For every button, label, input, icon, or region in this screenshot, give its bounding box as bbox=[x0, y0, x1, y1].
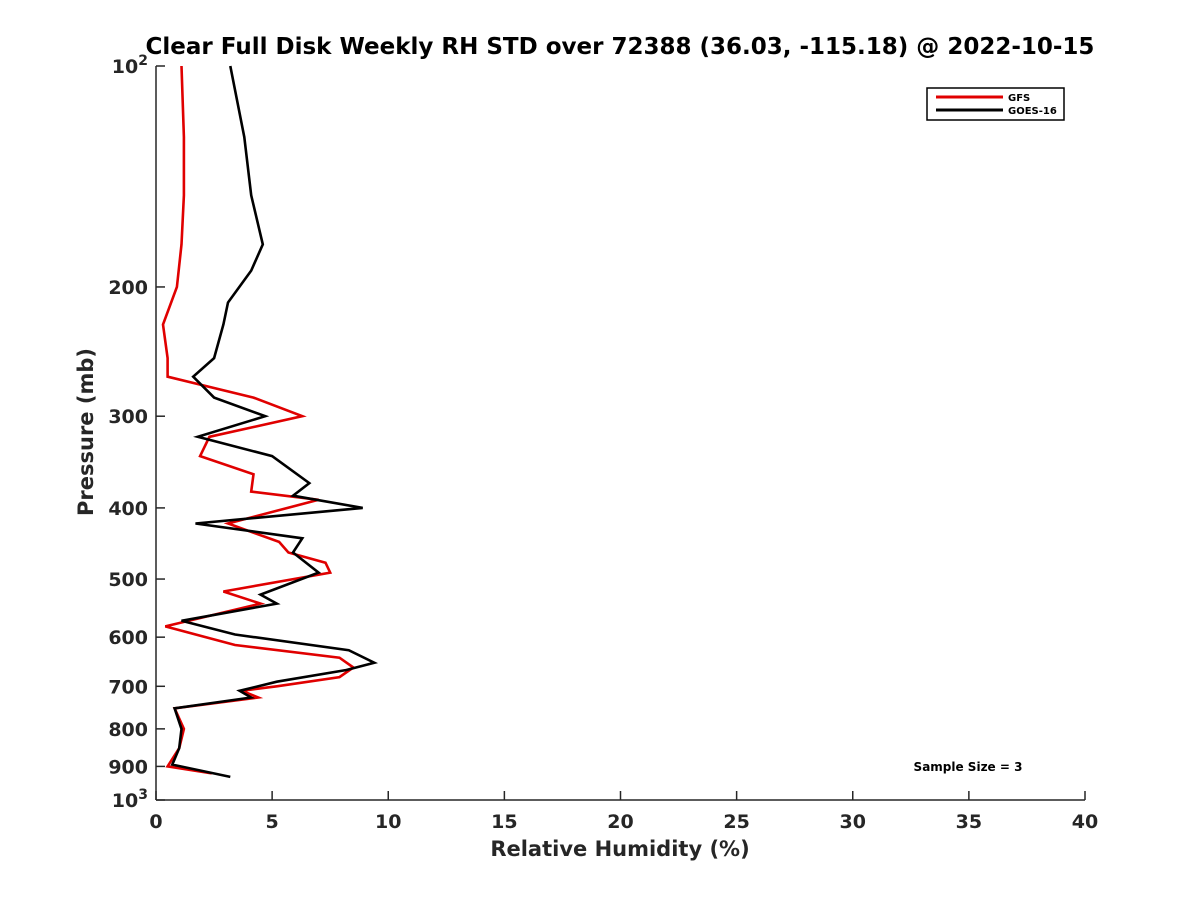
legend-label-goes16: GOES-16 bbox=[1008, 106, 1057, 117]
legend: GFS GOES-16 bbox=[926, 87, 1065, 121]
legend-label-gfs: GFS bbox=[1008, 93, 1030, 104]
legend-box bbox=[926, 87, 1065, 121]
y-tick-label: 300 bbox=[108, 406, 148, 428]
chart-title: Clear Full Disk Weekly RH STD over 72388… bbox=[146, 34, 1095, 60]
x-tick-label: 10 bbox=[375, 811, 401, 833]
x-tick-label: 30 bbox=[840, 811, 866, 833]
x-tick-label: 5 bbox=[266, 811, 279, 833]
x-tick-label: 0 bbox=[149, 811, 162, 833]
x-axis-label: Relative Humidity (%) bbox=[490, 837, 749, 861]
series-line-goes16 bbox=[170, 65, 379, 779]
y-axis-label: Pressure (mb) bbox=[74, 348, 98, 516]
x-tick-label: 35 bbox=[956, 811, 982, 833]
series-layer bbox=[161, 65, 379, 779]
x-tick-label: 25 bbox=[723, 811, 749, 833]
x-tick-label: 20 bbox=[607, 811, 633, 833]
x-tick-label: 15 bbox=[491, 811, 517, 833]
y-tick-label: 103 bbox=[112, 787, 148, 812]
y-tick-label: 900 bbox=[108, 756, 148, 778]
y-tick-label: 500 bbox=[108, 569, 148, 591]
y-tick-label: 700 bbox=[108, 676, 148, 698]
series-line-gfs bbox=[161, 65, 356, 775]
x-tick-label: 40 bbox=[1072, 811, 1098, 833]
y-tick-label: 400 bbox=[108, 498, 148, 520]
x-axis-ticks: 0 5 10 15 20 25 30 35 40 bbox=[149, 791, 1098, 833]
y-tick-label: 600 bbox=[108, 627, 148, 649]
y-tick-label: 800 bbox=[108, 719, 148, 741]
y-tick-label: 200 bbox=[108, 277, 148, 299]
sample-size-annotation: Sample Size = 3 bbox=[914, 760, 1023, 774]
y-axis-ticks: 102 200 300 400 500 600 700 800 900 103 bbox=[108, 53, 165, 812]
y-tick-label: 102 bbox=[112, 53, 148, 78]
